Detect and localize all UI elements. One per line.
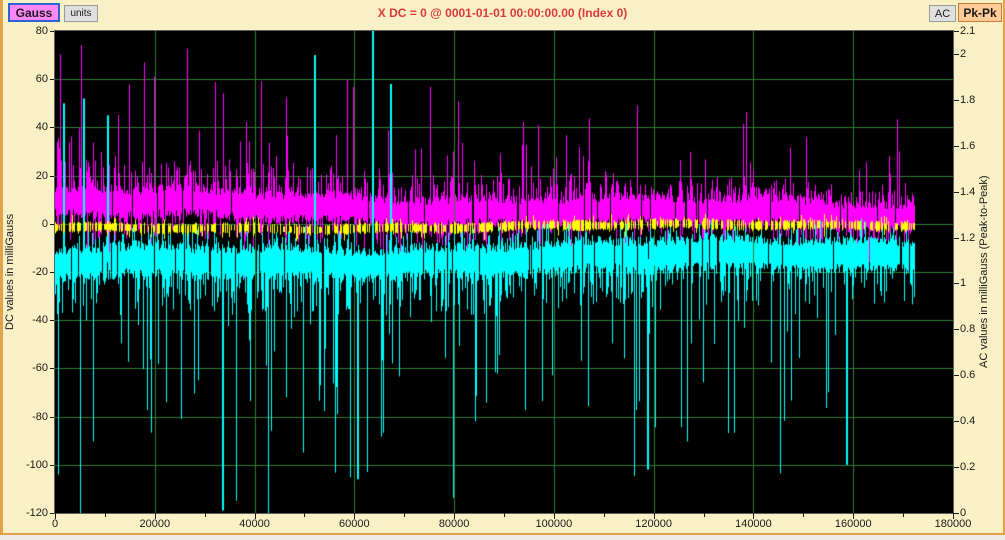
y-right-tick-label: 1.2 <box>960 232 996 244</box>
x-tick-mark <box>354 513 355 519</box>
x-tick-label: 180000 <box>923 518 983 530</box>
y-right-tick-mark <box>954 31 959 32</box>
y-right-tick-label: 2 <box>960 48 996 60</box>
x-tick-mark <box>554 513 555 519</box>
y-right-tick-mark <box>954 375 959 376</box>
x-tick-mark <box>853 513 854 519</box>
y-left-tick-mark <box>50 513 54 514</box>
y-left-tick-label: 20 <box>6 170 48 182</box>
y-left-tick-mark <box>50 127 54 128</box>
y-left-tick-mark <box>50 465 54 466</box>
y-right-tick-label: 0.8 <box>960 323 996 335</box>
y-left-tick-label: -40 <box>6 314 48 326</box>
y-right-tick-mark <box>954 54 959 55</box>
y-right-tick-label: 2.1 <box>960 25 996 37</box>
y-left-tick-label: -100 <box>6 459 48 471</box>
x-tick-label: 80000 <box>424 518 484 530</box>
x-minor-tick-mark <box>304 513 305 517</box>
y-right-tick-mark <box>954 467 959 468</box>
y-left-tick-label: -60 <box>6 362 48 374</box>
app-window: Gauss units X DC = 0 @ 0001-01-01 00:00:… <box>0 0 1005 540</box>
y-left-tick-mark <box>50 176 54 177</box>
x-tick-label: 160000 <box>823 518 883 530</box>
y-left-tick-label: 40 <box>6 121 48 133</box>
y-right-tick-mark <box>954 513 959 514</box>
x-tick-mark <box>654 513 655 519</box>
y-left-tick-mark <box>50 368 54 369</box>
y-left-tick-mark <box>50 320 54 321</box>
y-right-tick-label: 1 <box>960 277 996 289</box>
y-right-tick-mark <box>954 421 959 422</box>
x-minor-tick-mark <box>604 513 605 517</box>
x-minor-tick-mark <box>903 513 904 517</box>
y-left-tick-label: 0 <box>6 218 48 230</box>
y-left-tick-mark <box>50 79 54 80</box>
x-tick-label: 60000 <box>324 518 384 530</box>
waveform-chart: DC values in milliGauss AC values in mil… <box>0 0 1005 540</box>
y-left-tick-mark <box>50 417 54 418</box>
y-right-tick-label: 1.4 <box>960 186 996 198</box>
x-minor-tick-mark <box>404 513 405 517</box>
y-left-tick-mark <box>50 31 54 32</box>
x-tick-label: 40000 <box>225 518 285 530</box>
x-tick-label: 100000 <box>524 518 584 530</box>
x-tick-mark <box>454 513 455 519</box>
y-right-tick-label: 1.8 <box>960 94 996 106</box>
x-minor-tick-mark <box>803 513 804 517</box>
x-tick-label: 140000 <box>723 518 783 530</box>
x-minor-tick-mark <box>205 513 206 517</box>
y-left-tick-label: 80 <box>6 25 48 37</box>
y-left-tick-label: -80 <box>6 411 48 423</box>
x-minor-tick-mark <box>105 513 106 517</box>
y-right-tick-mark <box>954 283 959 284</box>
x-tick-label: 20000 <box>125 518 185 530</box>
x-minor-tick-mark <box>704 513 705 517</box>
x-tick-mark <box>155 513 156 519</box>
x-tick-label: 0 <box>25 518 85 530</box>
y-right-tick-label: 0.6 <box>960 369 996 381</box>
y-left-tick-label: 60 <box>6 73 48 85</box>
x-tick-label: 120000 <box>624 518 684 530</box>
x-tick-mark <box>255 513 256 519</box>
y-right-tick-mark <box>954 192 959 193</box>
y-left-tick-label: -20 <box>6 266 48 278</box>
plot-area[interactable] <box>54 30 954 514</box>
y-right-tick-mark <box>954 329 959 330</box>
y-right-tick-mark <box>954 238 959 239</box>
y-right-tick-label: 1.6 <box>960 140 996 152</box>
y-right-tick-mark <box>954 100 959 101</box>
x-tick-mark <box>753 513 754 519</box>
y-left-tick-mark <box>50 272 54 273</box>
x-tick-mark <box>953 513 954 519</box>
x-minor-tick-mark <box>504 513 505 517</box>
y-left-tick-mark <box>50 224 54 225</box>
y-right-tick-mark <box>954 146 959 147</box>
y-right-tick-label: 0.4 <box>960 415 996 427</box>
x-tick-mark <box>55 513 56 519</box>
y-right-tick-label: 0.2 <box>960 461 996 473</box>
